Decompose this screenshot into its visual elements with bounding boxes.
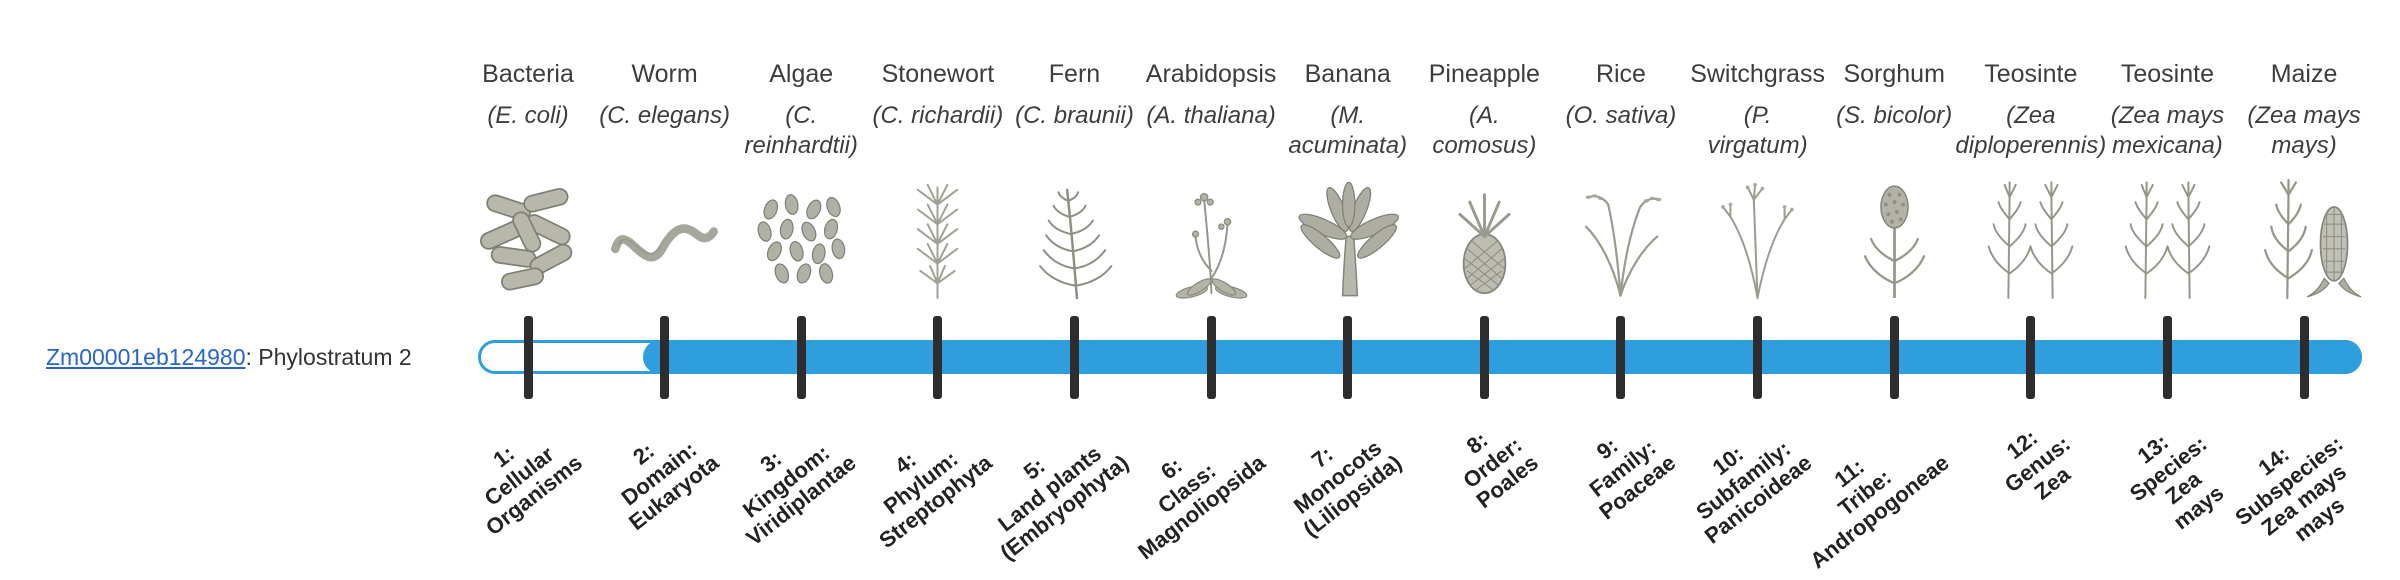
organism-scientific-name: (Zea mays mays)	[2247, 102, 2361, 159]
phylostratum-tick	[1616, 316, 1626, 399]
maize-icon	[2209, 168, 2399, 310]
phylostratum-axis-label: 13: Species: Zea mays	[2124, 429, 2229, 535]
organism-scientific-name: (C. braunii)	[1015, 102, 1134, 129]
phylostratum-tick	[1753, 316, 1763, 399]
organism-common-name: Fern	[1048, 60, 1101, 88]
organism-common-name: Arabidopsis	[1145, 60, 1277, 88]
phylostratum-tick	[1343, 316, 1353, 399]
organism-scientific-name: (Zea diploperennis)	[1955, 102, 2107, 159]
pineapple-icon	[1389, 168, 1579, 310]
organism-common-name: Sorghum	[1843, 60, 1945, 88]
gene-id-link[interactable]: Zm00001eb124980	[46, 344, 246, 370]
phylostratum-tick	[660, 316, 670, 399]
organism-common-name: Algae	[769, 60, 834, 88]
phylostratum-tick	[2026, 316, 2036, 399]
phylostratum-axis-label: 12: Genus: Zea	[1999, 424, 2075, 505]
organism-common-name: Banana	[1304, 60, 1391, 88]
rice-icon	[1526, 168, 1716, 310]
organism-common-name: Rice	[1595, 60, 1646, 88]
phylostratum-tick	[2162, 316, 2172, 399]
gene-label: Zm00001eb124980: Phylostratum 2	[46, 344, 412, 371]
phylostratum-tick	[933, 316, 943, 399]
algae-icon	[706, 168, 896, 310]
phylostratum-axis-label: 5: Land plants (Embryophyta)	[993, 440, 1134, 566]
organism-scientific-name: (Zea mays mexicana)	[2110, 102, 2225, 159]
phylostratum-axis-label: 1: Cellular Organisms	[479, 440, 588, 541]
switchgrass-icon	[1663, 168, 1853, 310]
phylostratum-axis-label: 9: Family: Poaceae	[1583, 432, 1681, 525]
phylostratum-tick	[523, 316, 533, 399]
organism-scientific-name: (P. virgatum)	[1707, 102, 1808, 159]
organism-scientific-name: (O. sativa)	[1565, 102, 1677, 129]
organism-common-name: Maize	[2270, 60, 2338, 88]
arabidopsis-icon	[1116, 168, 1306, 310]
organism-scientific-name: (E. coli)	[487, 102, 569, 129]
phylostratum-axis-label: 11: Tribe: Andropogoneae	[1804, 450, 1954, 574]
fern-icon	[979, 168, 1169, 310]
phylostratum-axis-label: 3: Kingdom: Viridiplantae	[737, 439, 861, 551]
organism-common-name: Stonewort	[881, 60, 995, 88]
phylostratum-axis-label: 2: Domain: Eukaryota	[616, 436, 724, 536]
phylostratum-fill	[642, 340, 2362, 374]
organism-common-name: Bacteria	[482, 60, 574, 88]
organism-scientific-name: (A. comosus)	[1432, 102, 1537, 159]
phylostratum-tick	[1069, 316, 1079, 399]
phylostratum-tick	[2299, 316, 2309, 399]
phylostratum-tick	[1206, 316, 1216, 399]
organism-common-name: Worm	[631, 60, 698, 88]
organism-common-name: Teosinte	[1984, 60, 2078, 88]
organism-scientific-name: (S. bicolor)	[1836, 102, 1953, 129]
organism-scientific-name: (C. elegans)	[599, 102, 730, 129]
phylostratum-axis-label: 8: Order: Poales	[1458, 427, 1544, 514]
worm-icon	[570, 168, 760, 310]
organism-scientific-name: (A. thaliana)	[1146, 102, 1276, 129]
organism-common-name: Switchgrass	[1690, 60, 1825, 88]
phylostratum-tick	[796, 316, 806, 399]
bacteria-icon	[433, 168, 623, 310]
gene-phylostratum-text: : Phylostratum 2	[245, 344, 412, 370]
phylostratum-axis-label: 14: Subspecies: Zea mays mays	[2230, 430, 2352, 547]
sorghum-icon	[1799, 168, 1989, 310]
phylostratum-axis-label: 6: Class: Magnoliopsida	[1133, 450, 1271, 565]
teosinte-icon	[1936, 168, 2126, 310]
teosinte-icon	[2072, 168, 2262, 310]
organism-common-name: Teosinte	[2120, 60, 2214, 88]
phylostratum-axis-label: 4: Phylum: Streptophyta	[874, 445, 997, 554]
banana-icon	[1253, 168, 1443, 310]
organism-scientific-name: (M. acuminata)	[1288, 102, 1408, 159]
stonewort-icon	[843, 168, 1033, 310]
organism-scientific-name: (C. richardii)	[872, 102, 1004, 129]
phylostratum-tick	[1479, 316, 1489, 399]
organism-scientific-name: (C. reinhardtii)	[744, 102, 858, 159]
phylostratum-axis-label: 7: Monocots (Liliopsida)	[1289, 434, 1407, 542]
phylostratum-tick	[1889, 316, 1899, 399]
organism-common-name: Pineapple	[1428, 60, 1540, 88]
